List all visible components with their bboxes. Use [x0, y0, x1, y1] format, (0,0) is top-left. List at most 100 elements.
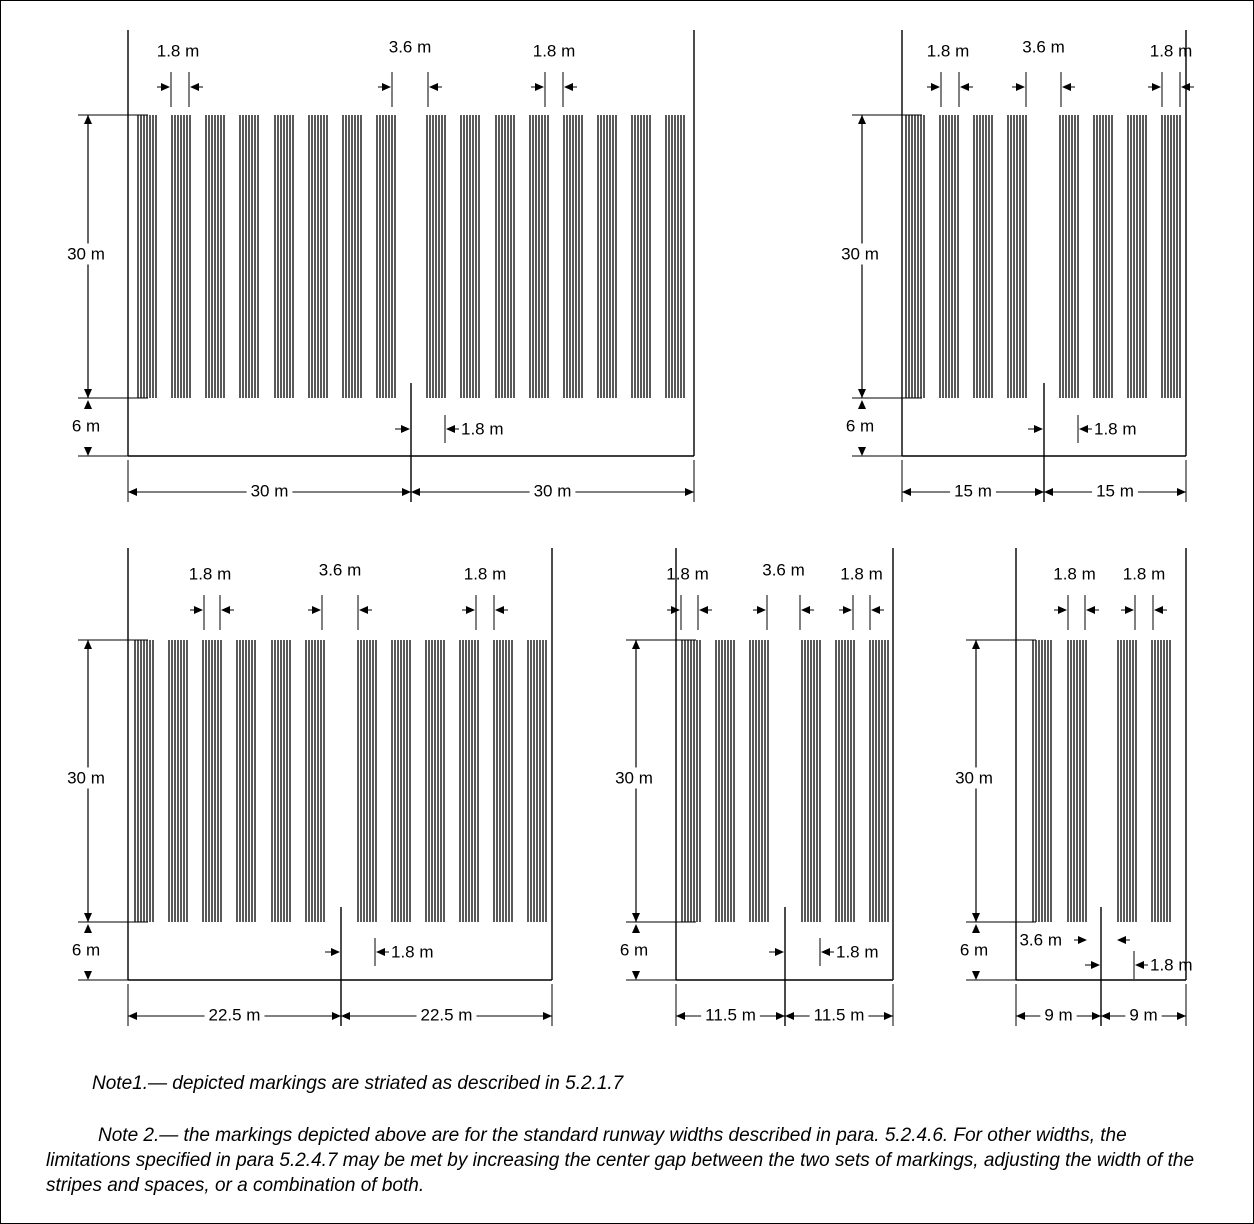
threshold-stripe: [801, 640, 821, 922]
threshold-stripe: [493, 640, 513, 922]
label-mask: [69, 415, 103, 437]
threshold-stripe: [137, 115, 157, 398]
threshold-stripe: [527, 640, 547, 922]
center-offset-label: 1.8 m: [1094, 419, 1137, 438]
arrow-icon: [1035, 488, 1044, 496]
threshold-stripe: [1127, 115, 1147, 398]
label-mask: [65, 243, 107, 265]
center-gap-label: 3.6 m: [1019, 930, 1062, 949]
threshold-stripe: [425, 640, 445, 922]
stripe-width-label: 1.8 m: [666, 564, 709, 583]
threshold-stripe: [391, 640, 411, 922]
panel-23m: 30 m 6 m 1.8 m 1.8 m 3.6 m 1.8 m 11.5 m 11.5 m: [613, 548, 894, 1026]
threshold-stripe: [1161, 115, 1181, 398]
arrow-icon: [84, 924, 92, 933]
arrow-icon: [84, 971, 92, 980]
arrow-icon: [84, 389, 92, 398]
arrow-icon: [84, 447, 92, 456]
threshold-stripe: [134, 640, 154, 922]
threshold-stripe: [563, 115, 583, 398]
threshold-stripe: [835, 640, 855, 922]
threshold-stripe: [271, 640, 291, 922]
threshold-markings-diagram: 30 m 6 m 1.8 m 1.8 m 3.6 m 1.8 m 30 m 30 m 30 m 6…: [65, 30, 1194, 1026]
threshold-stripe: [236, 640, 256, 922]
half-width-label: 9 m: [1129, 1005, 1157, 1024]
height-label: 30 m: [615, 768, 653, 787]
stripe-width-label: 1.8 m: [533, 41, 576, 60]
arrow-icon: [543, 1012, 552, 1020]
label-mask: [246, 481, 293, 501]
stripe-width-label: 1.8 m: [157, 41, 200, 60]
half-width-label: 15 m: [1096, 481, 1134, 500]
note-1: Note1.— depicted markings are striated a…: [92, 1073, 624, 1094]
threshold-stripe: [274, 115, 294, 398]
arrow-icon: [972, 913, 980, 922]
half-width-label: 30 m: [534, 481, 572, 500]
half-width-label: 22.5 m: [421, 1005, 473, 1024]
offset-label: 6 m: [620, 940, 648, 959]
offset-label: 6 m: [72, 940, 100, 959]
arrow-icon: [902, 488, 911, 496]
arrow-icon: [632, 924, 640, 933]
arrow-icon: [972, 924, 980, 933]
half-width-label: 9 m: [1044, 1005, 1072, 1024]
label-mask: [1125, 1005, 1162, 1025]
threshold-stripe: [1007, 115, 1027, 398]
arrow-icon: [332, 1012, 341, 1020]
threshold-stripe: [426, 115, 446, 398]
panel-60m: 30 m 6 m 1.8 m 1.8 m 3.6 m 1.8 m 30 m 30 m: [65, 30, 695, 502]
arrow-icon: [84, 640, 92, 649]
arrow-icon: [411, 488, 420, 496]
label-mask: [617, 939, 651, 961]
threshold-stripe: [1032, 640, 1052, 922]
height-label: 30 m: [67, 768, 105, 787]
threshold-stripe: [342, 115, 362, 398]
stripe-width-label: 1.8 m: [189, 564, 232, 583]
arrow-icon: [785, 1012, 794, 1020]
panel-18m: 30 m 6 m 1.8 m 1.8 m 3.6 m 1.8 m 9 m 9 m: [953, 548, 1193, 1026]
panel-45m: 30 m 6 m 1.8 m 1.8 m 3.6 m 1.8 m 22.5 m 22.5 m: [65, 548, 553, 1026]
arrow-icon: [676, 1012, 685, 1020]
label-mask: [843, 415, 877, 437]
arrow-icon: [84, 115, 92, 124]
arrow-icon: [128, 1012, 137, 1020]
center-offset-label: 1.8 m: [1150, 955, 1193, 974]
arrow-icon: [972, 640, 980, 649]
arrow-icon: [776, 1012, 785, 1020]
label-mask: [65, 767, 107, 789]
threshold-stripe: [905, 115, 925, 398]
threshold-stripe: [202, 640, 222, 922]
label-mask: [953, 767, 995, 789]
half-width-label: 15 m: [954, 481, 992, 500]
threshold-stripe: [460, 115, 480, 398]
arrow-icon: [632, 913, 640, 922]
threshold-stripe: [715, 640, 735, 922]
center-gap-label: 3.6 m: [319, 560, 362, 579]
threshold-stripe: [1117, 640, 1137, 922]
arrow-icon: [972, 971, 980, 980]
label-mask: [950, 481, 996, 501]
threshold-stripe: [308, 115, 328, 398]
center-offset-label: 1.8 m: [391, 942, 434, 961]
stripe-width-label: 1.8 m: [927, 41, 970, 60]
label-mask: [69, 939, 103, 961]
note-2: Note 2.— the markings depicted above are…: [46, 1125, 1195, 1196]
threshold-stripe: [1093, 115, 1113, 398]
height-label: 30 m: [955, 768, 993, 787]
stripe-width-label: 1.8 m: [1053, 564, 1096, 583]
offset-label: 6 m: [960, 940, 988, 959]
center-offset-label: 1.8 m: [461, 419, 504, 438]
center-gap-label: 3.6 m: [389, 37, 432, 56]
label-mask: [613, 767, 655, 789]
threshold-stripe: [239, 115, 259, 398]
threshold-stripe: [168, 640, 188, 922]
half-width-label: 30 m: [251, 481, 289, 500]
half-width-label: 11.5 m: [814, 1005, 865, 1024]
threshold-stripe: [459, 640, 479, 922]
panel-30m: 30 m 6 m 1.8 m 1.8 m 3.6 m 1.8 m 15 m 15 m: [839, 30, 1194, 502]
label-mask: [1040, 1005, 1077, 1025]
half-width-label: 22.5 m: [209, 1005, 261, 1024]
arrow-icon: [128, 488, 137, 496]
threshold-stripe: [1067, 640, 1087, 922]
stripe-width-label: 1.8 m: [1123, 564, 1166, 583]
